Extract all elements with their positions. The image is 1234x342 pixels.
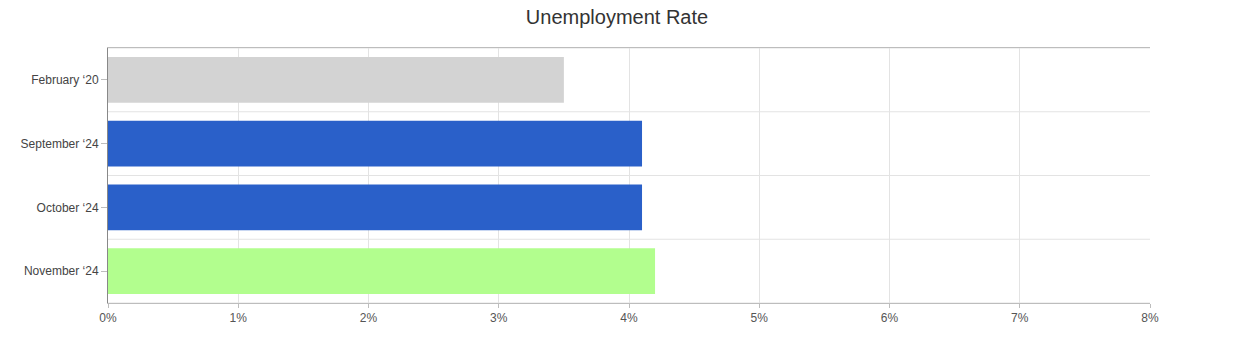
svg-text:Unemployment Rate: Unemployment Rate <box>526 6 708 28</box>
svg-text:4%: 4% <box>620 311 638 325</box>
svg-text:2%: 2% <box>360 311 378 325</box>
svg-text:1%: 1% <box>230 311 248 325</box>
svg-text:6%: 6% <box>881 311 899 325</box>
svg-text:November ‘24: November ‘24 <box>24 264 99 278</box>
svg-text:7%: 7% <box>1011 311 1029 325</box>
svg-text:October ‘24: October ‘24 <box>37 201 99 215</box>
svg-text:0%: 0% <box>99 311 117 325</box>
svg-text:8%: 8% <box>1141 311 1159 325</box>
svg-text:September ‘24: September ‘24 <box>21 137 99 151</box>
svg-text:5%: 5% <box>751 311 769 325</box>
svg-text:February ‘20: February ‘20 <box>31 73 99 87</box>
svg-text:3%: 3% <box>490 311 508 325</box>
